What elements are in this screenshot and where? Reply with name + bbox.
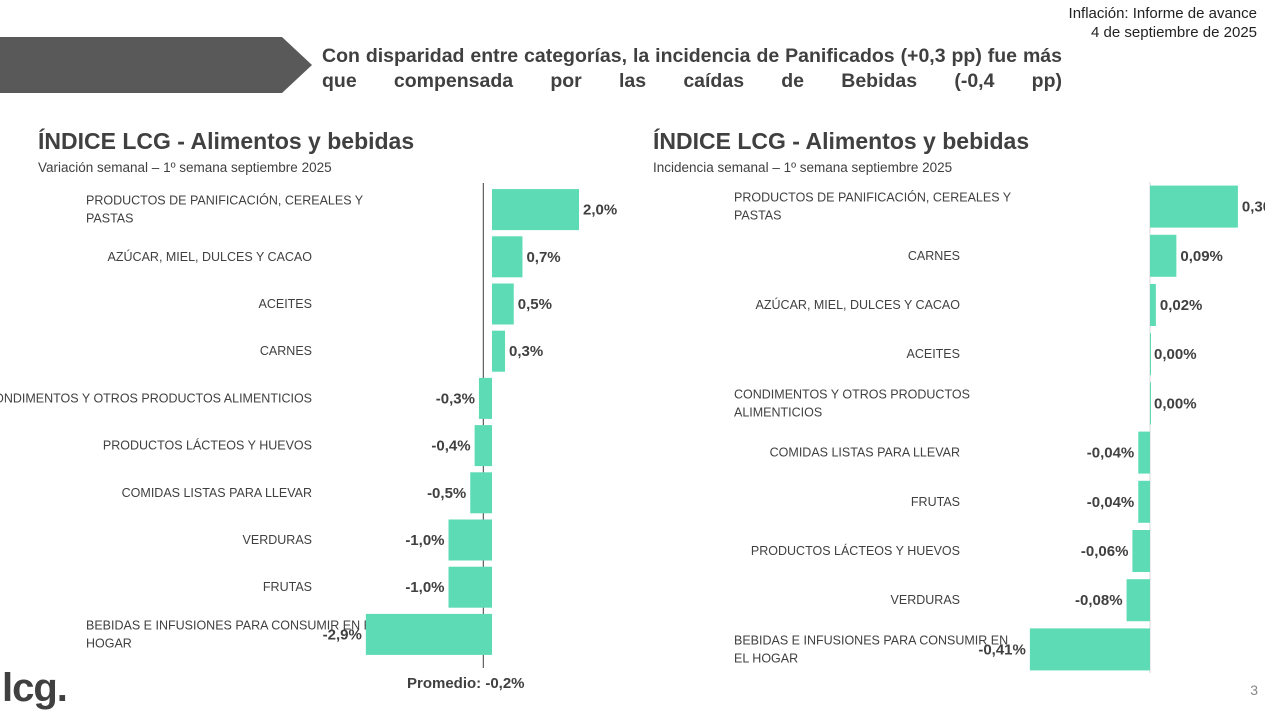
chart-1-subtitle: Variación semanal – 1º semana septiembre…	[38, 160, 332, 175]
data-label: 0,09%	[1180, 248, 1223, 265]
category-label: COMIDAS LISTAS PARA LLEVAR	[770, 446, 960, 460]
bar	[470, 472, 492, 514]
bar	[492, 330, 506, 372]
data-label: -1,0%	[405, 579, 444, 596]
data-label: -0,3%	[436, 390, 475, 407]
chart-1-title: ÍNDICE LCG - Alimentos y bebidas	[38, 128, 415, 154]
headline: Con disparidad entre categorías, la inci…	[322, 45, 1062, 92]
data-label: -0,04%	[1087, 445, 1135, 462]
bar	[1138, 480, 1150, 523]
lcg-logo: lcg.	[2, 666, 68, 710]
data-label: 0,00%	[1154, 395, 1197, 412]
category-label: CARNES	[260, 344, 312, 358]
category-label: CONDIMENTOS Y OTROS PRODUCTOS ALIMENTICI…	[0, 391, 312, 405]
bar	[448, 566, 492, 608]
data-label: -2,9%	[323, 626, 362, 643]
category-label: COMIDAS LISTAS PARA LLEVAR	[122, 486, 312, 500]
bar	[1126, 579, 1150, 622]
data-label: -1,0%	[405, 532, 444, 549]
category-label: FRUTAS	[911, 495, 960, 509]
chart-incidencia-semanal: PRODUCTOS DE PANIFICACIÓN, CEREALES Y PAS…	[734, 182, 1265, 673]
category-label: ACEITES	[907, 347, 961, 361]
data-label: -0,08%	[1075, 592, 1123, 609]
bar	[1150, 185, 1238, 228]
category-label: VERDURAS	[891, 593, 960, 607]
chart-2-title: ÍNDICE LCG - Alimentos y bebidas	[653, 128, 1030, 154]
category-label: PRODUCTOS DE PANIFICACIÓN, CEREALES Y PAS…	[86, 193, 364, 226]
bar	[1150, 382, 1151, 425]
page-number: 3	[1250, 682, 1258, 698]
data-label: 0,00%	[1154, 346, 1197, 363]
data-label: -0,4%	[431, 438, 470, 455]
data-label: -0,5%	[427, 485, 466, 502]
bar	[1132, 530, 1150, 572]
data-label: 0,7%	[526, 249, 560, 266]
bar	[448, 519, 492, 561]
bar	[492, 283, 514, 325]
chart-2-subtitle: Incidencia semanal – 1º semana septiembr…	[653, 160, 953, 175]
bar	[1029, 628, 1150, 671]
data-label: -0,41%	[978, 641, 1026, 658]
category-label: PRODUCTOS LÁCTEOS Y HUEVOS	[103, 438, 312, 453]
category-label: BEBIDAS E INFUSIONES PARA CONSUMIR EN EL…	[86, 618, 379, 650]
report-date: 4 de septiembre de 2025	[1091, 24, 1257, 41]
bar	[478, 377, 492, 419]
category-label: CONDIMENTOS Y OTROS PRODUCTOS ALIMENTICIO…	[734, 387, 970, 419]
category-label: AZÚCAR, MIEL, DULCES Y CACAO	[108, 249, 313, 264]
category-label: BEBIDAS E INFUSIONES PARA CONSUMIR EN EL …	[734, 633, 1008, 665]
bar	[1150, 234, 1177, 277]
banner-arrow	[0, 37, 312, 93]
category-label: VERDURAS	[243, 533, 312, 547]
chart-variacion-semanal: PRODUCTOS DE PANIFICACIÓN, CEREALES Y PAS…	[0, 183, 617, 668]
bar	[1150, 333, 1151, 376]
data-label: 0,02%	[1160, 297, 1203, 314]
data-label: 2,0%	[583, 202, 617, 219]
data-label: -0,06%	[1081, 543, 1129, 560]
data-label: 0,3%	[509, 343, 543, 360]
bar	[492, 189, 579, 231]
bar	[1138, 431, 1150, 474]
report-info: Inflación: Informe de avance 4 de septie…	[1069, 4, 1257, 42]
average-label: Promedio: -0,2%	[407, 675, 525, 692]
category-label: PRODUCTOS DE PANIFICACIÓN, CEREALES Y PAS…	[734, 190, 1012, 223]
category-label: PRODUCTOS LÁCTEOS Y HUEVOS	[751, 543, 960, 558]
bar	[1150, 284, 1156, 326]
report-title: Inflación: Informe de avance	[1068, 5, 1257, 22]
data-label: 0,30%	[1242, 199, 1265, 216]
bar	[474, 425, 492, 467]
bar	[492, 236, 523, 278]
category-label: ACEITES	[259, 297, 313, 311]
data-label: 0,5%	[518, 296, 552, 313]
bar	[365, 613, 492, 655]
category-label: AZÚCAR, MIEL, DULCES Y CACAO	[756, 297, 961, 312]
category-label: CARNES	[908, 249, 960, 263]
category-label: FRUTAS	[263, 580, 312, 594]
data-label: -0,04%	[1087, 494, 1135, 511]
